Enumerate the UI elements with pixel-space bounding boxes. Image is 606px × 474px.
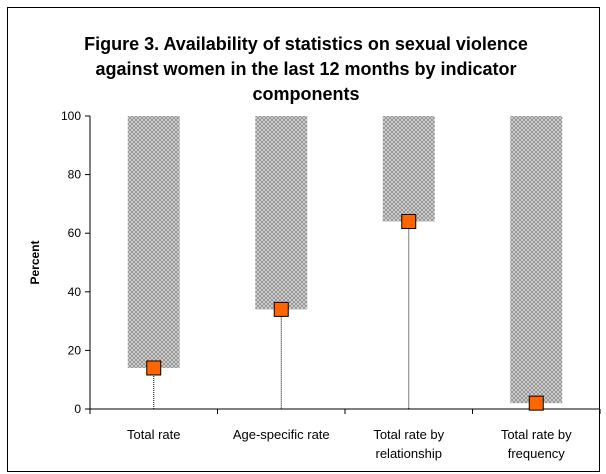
x-category-label: Age-specific rate (233, 427, 330, 442)
x-category-label: Total rate by (373, 427, 444, 442)
y-tick-label: 100 (61, 109, 81, 123)
labels-group: 0 20 40 60 80 100 Total rate Age-specific rate T… (28, 109, 572, 461)
chart-title-line: components (252, 84, 359, 104)
data-point (528, 395, 544, 411)
bar (382, 116, 435, 222)
data-point (273, 301, 289, 317)
y-tick-label: 0 (74, 402, 81, 416)
x-category-label: frequency (508, 446, 566, 461)
y-axis-title: Percent (28, 240, 42, 284)
y-tick-label: 60 (68, 226, 82, 240)
markers-group (146, 213, 544, 411)
drop-lines (153, 221, 537, 409)
y-tick-label: 80 (68, 168, 82, 182)
chart-title-line: against women in the last 12 months by i… (95, 59, 516, 79)
chart-svg: Figure 3. Availability of statistics on … (28, 34, 601, 461)
bar (510, 116, 563, 404)
x-category-label: Total rate by (501, 427, 572, 442)
bars-group (127, 116, 563, 404)
chart-title: Figure 3. Availability of statistics on … (84, 34, 528, 104)
axes (85, 115, 601, 414)
x-category-label: relationship (376, 446, 443, 461)
chart-title-line: Figure 3. Availability of statistics on … (84, 34, 528, 54)
bar (255, 116, 308, 310)
data-point (401, 213, 417, 229)
data-point (146, 360, 162, 376)
y-tick-label: 20 (68, 343, 82, 357)
x-category-label: Total rate (127, 427, 180, 442)
y-tick-label: 40 (68, 285, 82, 299)
bar (127, 116, 180, 368)
chart-frame: Figure 3. Availability of statistics on … (7, 7, 601, 472)
